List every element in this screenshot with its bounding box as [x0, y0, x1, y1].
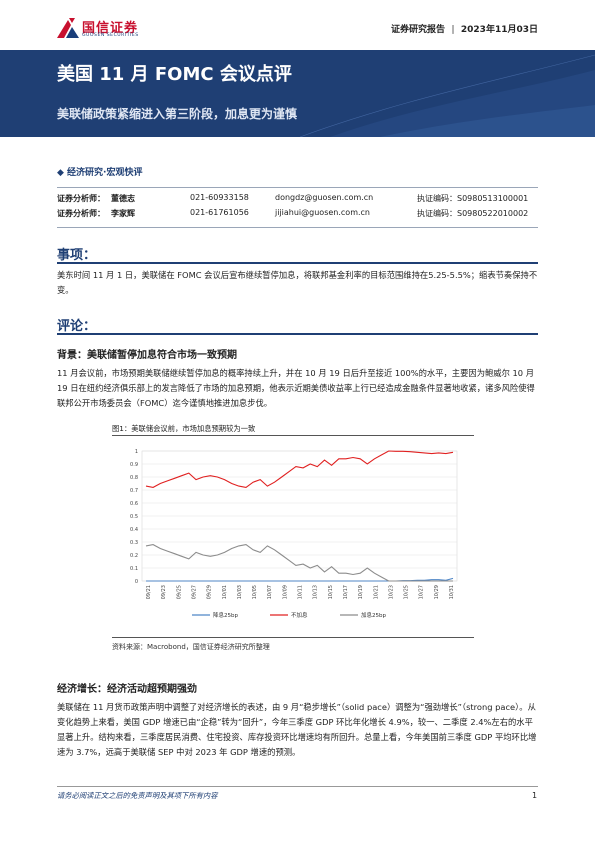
- growth-heading: 经济增长：经济活动超预期强劲: [57, 684, 197, 695]
- report-title: 美国 11 月 FOMC 会议点评: [57, 64, 292, 85]
- footer-disclaimer[interactable]: 请务必阅读正文之后的免责声明及其项下所有内容: [57, 791, 218, 800]
- y-tick-label: 0.2: [130, 553, 138, 559]
- legend-label: 加息25bp: [361, 611, 386, 619]
- x-tick-label: 10/15: [328, 585, 334, 599]
- figure-title: 图1：美联储会议前，市场加息预期较为一致: [112, 424, 256, 433]
- analyst-phone: 021-60933158: [190, 193, 249, 202]
- category-tag: ◆ 经济研究·宏观快评: [57, 168, 143, 178]
- comment-heading-underline: [57, 333, 538, 335]
- matter-heading-underline: [57, 262, 538, 264]
- banner-decoration: [299, 54, 595, 137]
- y-tick-label: 0: [135, 579, 138, 585]
- background-paragraph: 11 月会议前，市场预期美联储继续暂停加息的概率持续上升，并在 10 月 19 …: [57, 368, 535, 408]
- x-tick-label: 10/25: [404, 585, 410, 599]
- y-tick-label: 0.7: [130, 488, 138, 494]
- report-meta: 证券研究报告 | 2023年11月03日: [391, 22, 538, 35]
- series-line: [145, 450, 454, 488]
- analyst-cert: 执证编码：S0980522010002: [417, 209, 529, 218]
- comment-heading: 评论：: [57, 319, 97, 334]
- series-line: [145, 544, 453, 582]
- y-tick-label: 0.5: [130, 514, 138, 520]
- title-banner: [0, 50, 595, 137]
- x-tick-label: 10/01: [222, 585, 228, 599]
- analyst-role: 证券分析师：: [57, 209, 105, 218]
- x-tick-label: 10/17: [343, 585, 349, 599]
- rate-expectation-chart: 0 0.1 0.2 0.3 0.4 0.5 0.6 0.7 0.8 0.9 1 09/21 09/23 0…: [130, 449, 458, 619]
- y-tick-label: 0.9: [130, 462, 138, 468]
- x-tick-label: 09/27: [191, 585, 197, 599]
- footer-divider: [57, 786, 538, 787]
- figure-top-rule: [112, 435, 474, 436]
- x-tick-label: 10/07: [267, 585, 273, 599]
- x-tick-label: 09/21: [146, 585, 152, 599]
- legend-label: 降息25bp: [213, 611, 238, 619]
- logo-english-text: GUOSEN SECURITIES: [82, 33, 139, 38]
- y-tick-label: 0.4: [130, 527, 138, 533]
- y-tick-label: 0.3: [130, 540, 138, 546]
- growth-paragraph: 美联储在 11 月货币政策声明中调整了对经济增长的表述，由 9 月“稳步增长”（…: [57, 702, 537, 757]
- x-tick-label: 10/05: [252, 585, 258, 599]
- background-heading: 背景：美联储暂停加息符合市场一致预期: [57, 350, 237, 361]
- x-tick-label: 09/23: [161, 585, 167, 599]
- matter-heading: 事项：: [57, 248, 97, 263]
- report-subtitle: 美联储政策紧缩进入第三阶段，加息更为谨慎: [57, 107, 298, 121]
- analyst-name: 董德志: [111, 194, 135, 203]
- x-tick-label: 10/03: [237, 585, 243, 599]
- analyst-cert: 执证编码：S0980513100001: [417, 194, 529, 203]
- divider-top: [57, 187, 538, 188]
- divider-analysts: [57, 227, 538, 228]
- header-separator: |: [448, 25, 458, 35]
- analyst-role: 证券分析师：: [57, 194, 105, 203]
- analyst-email[interactable]: jijiahui@guosen.com.cn: [275, 208, 370, 217]
- x-tick-label: 10/09: [282, 585, 288, 599]
- matter-paragraph: 美东时间 11 月 1 日，美联储在 FOMC 会议后宣布继续暂停加息，将联邦基…: [57, 270, 538, 295]
- report-type: 证券研究报告: [391, 25, 446, 35]
- analyst-phone: 021-61761056: [190, 208, 249, 217]
- y-tick-label: 0.6: [130, 501, 138, 507]
- figure-bottom-rule: [112, 637, 474, 638]
- analyst-row: 证券分析师： 李家辉 021-61761056 jijiahui@guosen.…: [57, 208, 538, 220]
- y-tick-label: 0.8: [130, 475, 138, 481]
- x-tick-label: 09/29: [207, 585, 213, 599]
- analyst-row: 证券分析师： 董德志 021-60933158 dongdz@guosen.co…: [57, 193, 538, 205]
- x-tick-label: 10/21: [373, 585, 379, 599]
- report-date: 2023年11月03日: [460, 25, 538, 35]
- page-number: 1: [532, 791, 538, 800]
- analyst-name: 李家辉: [111, 209, 135, 218]
- figure-source: 资料来源：Macrobond，国信证券经济研究所整理: [112, 643, 270, 651]
- analyst-email[interactable]: dongdz@guosen.com.cn: [275, 193, 374, 202]
- x-tick-label: 10/29: [434, 585, 440, 599]
- x-tick-label: 10/19: [358, 585, 364, 599]
- y-tick-label: 1: [135, 449, 138, 455]
- x-tick-label: 09/25: [176, 585, 182, 599]
- x-tick-label: 10/23: [388, 585, 394, 599]
- y-tick-label: 0.1: [130, 566, 138, 572]
- x-tick-label: 10/11: [298, 585, 304, 599]
- x-tick-label: 10/31: [449, 585, 455, 599]
- logo-text: 国信证券: [82, 21, 139, 36]
- legend-label: 不加息: [291, 611, 308, 619]
- guosen-logo-icon: [57, 18, 79, 38]
- x-tick-label: 10/13: [313, 585, 319, 599]
- x-tick-label: 10/27: [419, 585, 425, 599]
